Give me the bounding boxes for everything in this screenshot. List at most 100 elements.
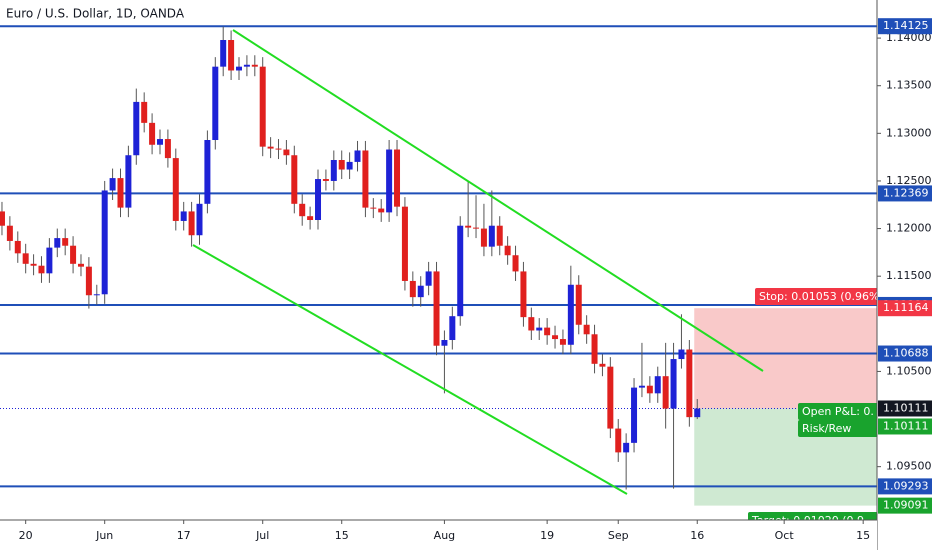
candle-body: [236, 66, 243, 71]
channel-upper: [232, 29, 764, 372]
level-tag: 1.14125: [883, 19, 929, 32]
time-axis-bg: [0, 520, 877, 550]
candle-body: [638, 385, 645, 388]
entry-tag: 1.10111: [883, 419, 929, 432]
candle-body: [504, 245, 511, 256]
candle-body: [654, 376, 661, 394]
candle-body: [488, 225, 495, 247]
candle-body: [480, 228, 487, 247]
x-tick-label: 19: [540, 529, 554, 542]
rr-label: Risk/Rew: [802, 422, 851, 435]
candle-body: [386, 149, 393, 213]
candle-body: [441, 340, 448, 346]
candle-body: [133, 101, 140, 156]
candle-body: [686, 349, 693, 418]
candle-body: [575, 284, 582, 325]
candle-body: [267, 146, 274, 149]
stop-label: Stop: 0.01053 (0.96%: [759, 290, 879, 303]
candle-body: [243, 64, 250, 67]
candle-body: [401, 206, 408, 281]
level-tag-bg: [878, 18, 932, 35]
candle-body: [109, 178, 116, 191]
y-tick-label: 1.10500: [886, 364, 932, 377]
stop-label-bg: [755, 288, 885, 305]
candle-body: [38, 265, 45, 274]
candle-body: [425, 271, 432, 286]
x-tick-label: Aug: [434, 529, 455, 542]
candle-body: [559, 339, 566, 345]
candle-body: [299, 203, 306, 217]
candle-body: [678, 349, 685, 360]
candle-body: [512, 255, 519, 272]
candle-body: [417, 285, 424, 298]
last-price-tag: 1.10111: [883, 401, 929, 414]
candle-body: [457, 225, 464, 317]
x-tick-label: Sep: [608, 529, 629, 542]
candle-body: [496, 225, 503, 246]
candle-body: [362, 150, 369, 208]
candle-body: [14, 240, 21, 254]
candle-body: [567, 284, 574, 345]
x-tick-label: Jun: [95, 529, 113, 542]
x-tick-label: Jul: [255, 529, 269, 542]
candle-body: [30, 263, 37, 266]
x-tick-label: 20: [19, 529, 33, 542]
candle-body: [0, 211, 5, 226]
level-tag: 1.12369: [883, 186, 929, 199]
candle-body: [631, 387, 638, 443]
pl-label: Open P&L: 0.: [802, 405, 874, 418]
y-tick-label: 1.09500: [886, 460, 932, 473]
stop-tag: 1.11164: [883, 301, 929, 314]
plot-area: [0, 25, 877, 506]
risk-zone: [694, 308, 877, 409]
axes: 1.14000 1.13500 1.13000 1.12500 1.12000 1.115…: [19, 18, 932, 542]
candle-body: [409, 280, 416, 298]
candle-body: [473, 227, 480, 229]
candle-body: [125, 155, 132, 208]
candle-body: [85, 266, 92, 296]
candle-body: [101, 190, 108, 295]
channel-lower: [192, 244, 628, 495]
candle-body: [378, 208, 385, 213]
y-tick-label: 1.13000: [886, 126, 932, 139]
candle-body: [591, 334, 598, 364]
candle-body: [164, 139, 171, 159]
candle-body: [330, 160, 337, 181]
candle-body: [141, 101, 148, 123]
candle-body: [623, 442, 630, 453]
candle-body: [46, 247, 53, 274]
pl-label-bg: [798, 403, 888, 420]
candle-body: [212, 66, 219, 140]
candle-body: [307, 216, 314, 220]
entry-tag-bg: [878, 418, 932, 435]
candle-body: [228, 40, 235, 71]
candle-body: [6, 225, 13, 241]
y-tick-label: 1.12500: [886, 174, 932, 187]
candle-body: [315, 179, 322, 220]
candle-body: [172, 158, 179, 221]
level-tag-bg: [878, 478, 932, 495]
chart-title: Euro / U.S. Dollar, 1D, OANDA: [6, 7, 185, 21]
candle-body: [338, 160, 345, 170]
candle-body: [70, 245, 77, 264]
candle-body: [394, 149, 401, 207]
candle-body: [670, 359, 677, 409]
target-tag: 1.09091: [883, 499, 929, 512]
x-tick-label: 15: [335, 529, 349, 542]
candle-body: [583, 324, 590, 335]
candle-body: [615, 428, 622, 453]
candle-body: [251, 64, 258, 67]
candle-body: [536, 327, 543, 331]
candle-body: [77, 263, 84, 267]
candle-body: [220, 40, 227, 67]
candle-body: [528, 317, 535, 331]
candle-body: [322, 179, 329, 181]
level-tag-bg: [878, 185, 932, 202]
candle-body: [599, 363, 606, 367]
candle-body: [283, 149, 290, 156]
candle-body: [465, 225, 472, 228]
candle-body: [646, 385, 653, 394]
price-axis-bg: [877, 0, 932, 550]
